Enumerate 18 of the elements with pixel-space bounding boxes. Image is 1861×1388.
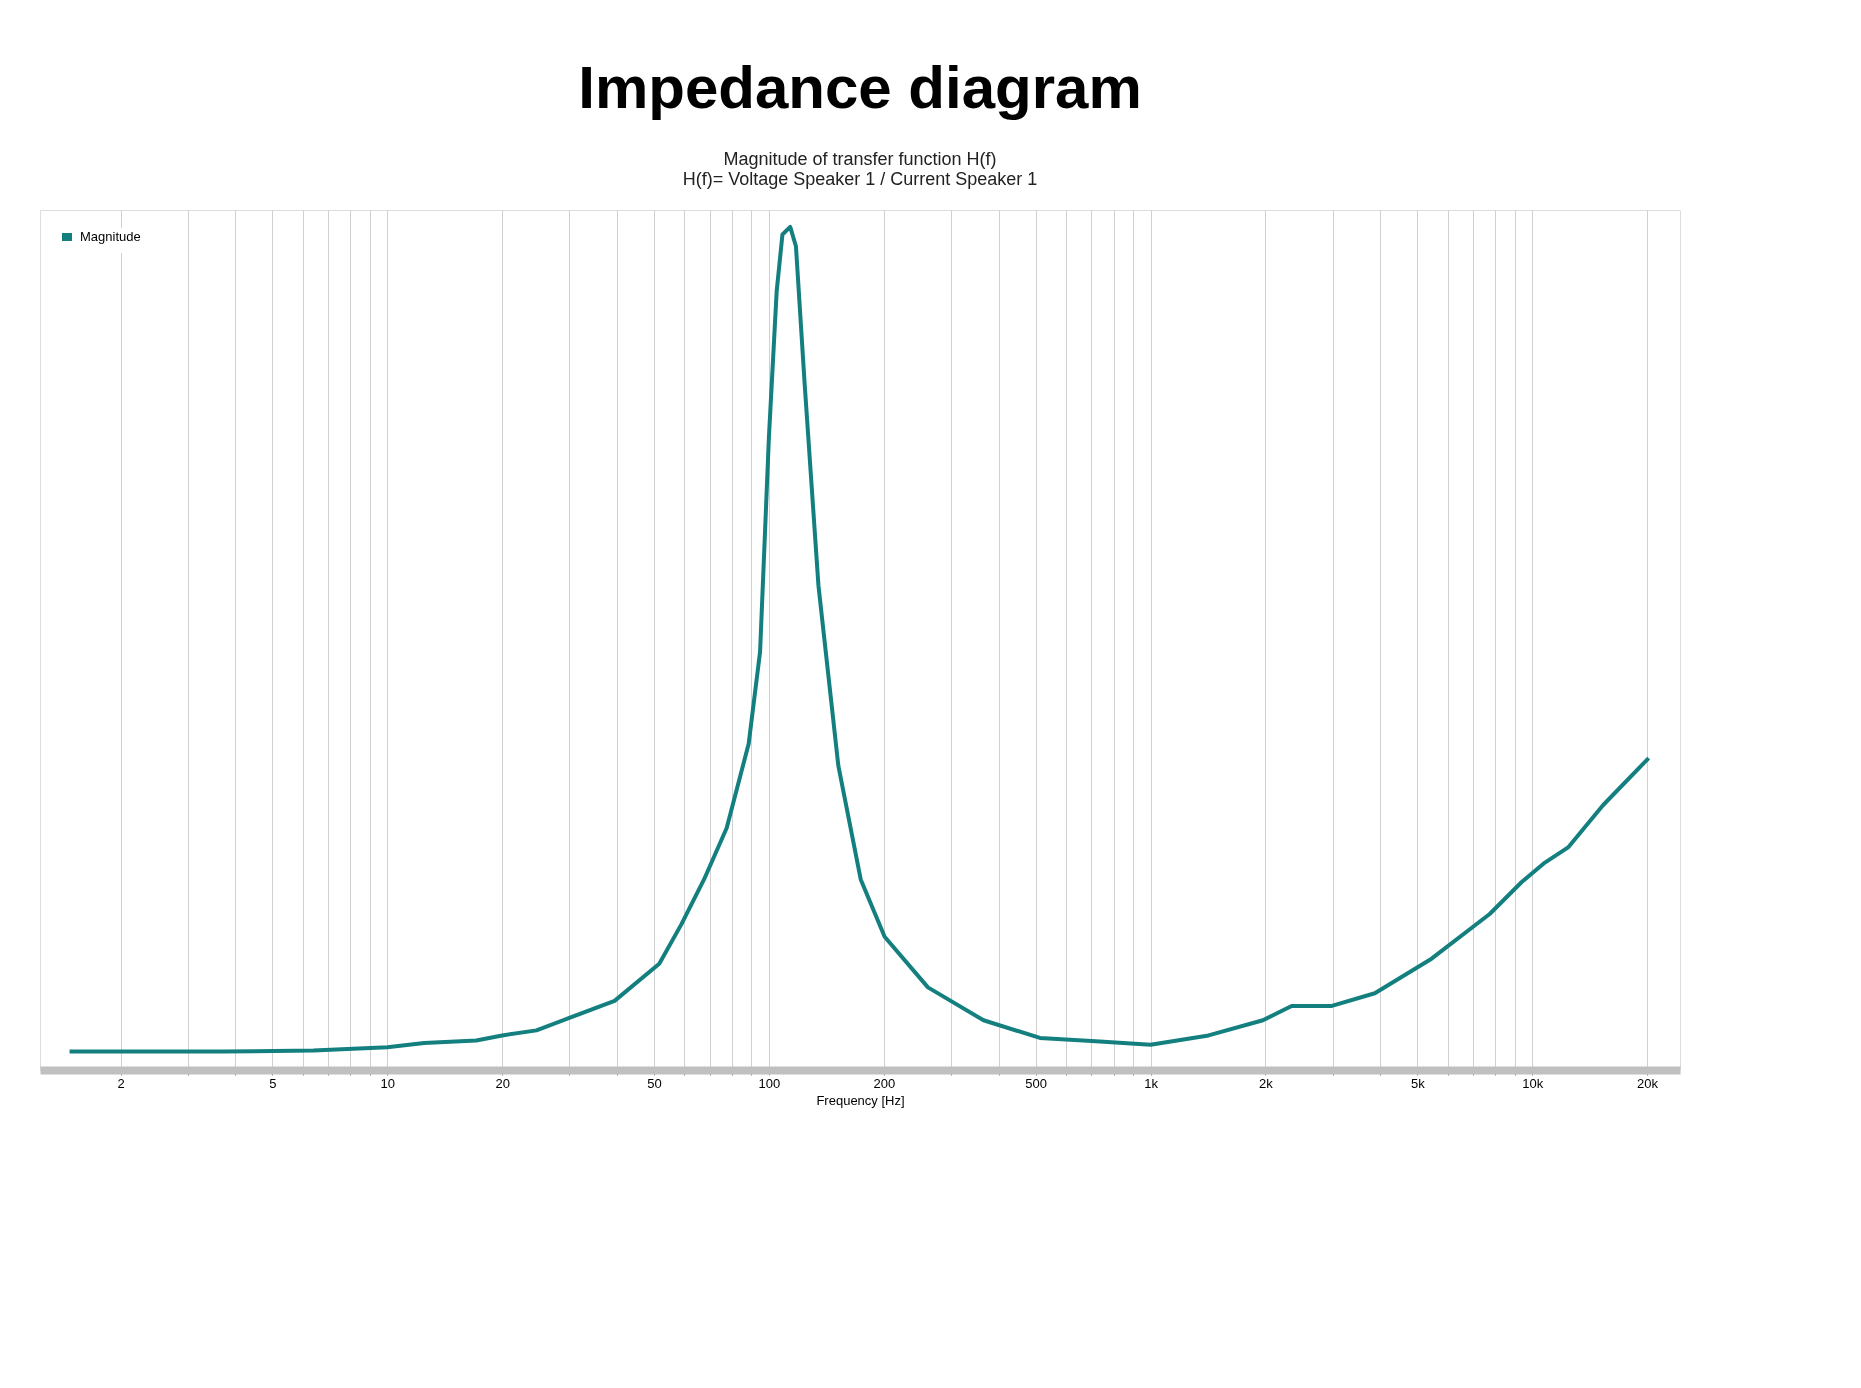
x-tick-label: 20 [495, 1075, 510, 1091]
x-tick-label: 50 [647, 1075, 662, 1091]
x-tick-label: 5k [1410, 1075, 1426, 1091]
x-tick-label: 100 [758, 1075, 781, 1091]
chart-subtitle: Magnitude of transfer function H(f) [723, 149, 997, 169]
x-tick-label: 1k [1144, 1075, 1159, 1091]
x-tick-label: 2 [117, 1075, 125, 1091]
x-tick-label: 2k [1259, 1075, 1274, 1091]
x-tick-label: 500 [1025, 1075, 1048, 1091]
x-axis-title: Frequency [Hz] [816, 1092, 905, 1108]
legend-label: Magnitude [80, 229, 141, 244]
x-tick-label: 5 [269, 1075, 277, 1091]
x-tick-label: 200 [873, 1075, 896, 1091]
x-tick-label: 20k [1637, 1075, 1659, 1091]
text: H(f)= Voltage Speaker 1 / Current Speaker 1 [682, 169, 1038, 189]
chart-title: Impedance diagram [578, 54, 1142, 121]
x-tick-label: 10k [1522, 1075, 1544, 1091]
x-tick-label: 10 [380, 1075, 396, 1091]
